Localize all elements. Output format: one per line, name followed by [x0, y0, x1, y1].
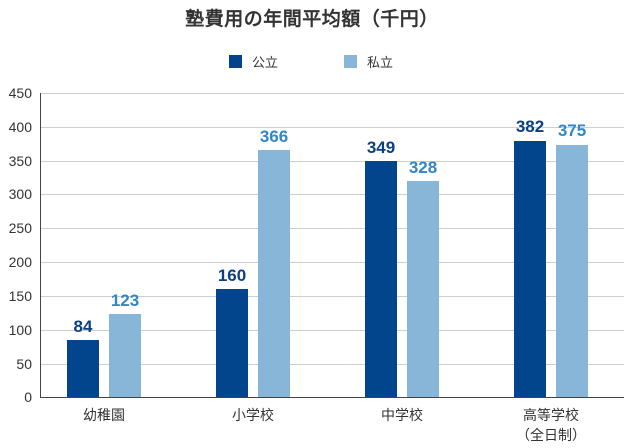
gridline — [41, 330, 624, 331]
x-label-text: 中学校 — [381, 408, 423, 424]
legend-swatch-private — [344, 55, 357, 68]
x-label-elementary: 小学校 — [183, 406, 323, 426]
gridline — [41, 161, 624, 162]
y-tick-label: 400 — [8, 119, 32, 135]
y-tick-label: 100 — [8, 322, 32, 338]
x-label-junior-high: 中学校 — [332, 406, 472, 426]
x-axis — [40, 397, 624, 398]
y-tick-label: 450 — [8, 85, 32, 101]
legend: 公立 私立 — [0, 52, 624, 71]
bar-private-kindergarten — [109, 314, 141, 397]
x-label-text: 幼稚園 — [83, 408, 125, 424]
chart-title: 塾費用の年間平均額（千円） — [185, 8, 439, 30]
value-label-private-kindergarten: 123 — [110, 291, 140, 310]
gridline — [41, 364, 624, 365]
gridline — [41, 93, 624, 94]
x-label-high-school: 高等学校 （全日制） — [481, 406, 621, 446]
bar-public-junior-high — [365, 161, 397, 397]
legend-label-public: 公立 — [252, 56, 279, 71]
bar-private-high-school — [556, 145, 588, 397]
x-label-subtext: （全日制） — [516, 428, 586, 444]
gridline — [41, 194, 624, 195]
bar-private-junior-high — [407, 181, 439, 397]
y-tick-label: 350 — [8, 153, 32, 169]
y-tick-label: 150 — [8, 288, 32, 304]
value-label-private-high-school: 375 — [557, 121, 587, 140]
legend-label-private: 私立 — [367, 56, 394, 71]
x-label-text: 小学校 — [232, 408, 274, 424]
x-label-text: 高等学校 — [523, 408, 579, 424]
value-label-public-high-school: 382 — [515, 117, 545, 136]
bar-public-high-school — [514, 141, 546, 397]
bar-public-elementary — [216, 289, 248, 397]
gridline — [41, 296, 624, 297]
bar-private-elementary — [258, 150, 290, 397]
y-tick-label: 250 — [8, 220, 32, 236]
value-label-private-elementary: 366 — [259, 127, 289, 146]
y-tick-label: 50 — [16, 356, 32, 372]
x-label-kindergarten: 幼稚園 — [34, 406, 174, 426]
value-label-private-junior-high: 328 — [408, 158, 438, 177]
y-tick-label: 300 — [8, 186, 32, 202]
gridline — [41, 228, 624, 229]
bar-public-kindergarten — [67, 340, 99, 397]
y-tick-label: 200 — [8, 254, 32, 270]
value-label-public-elementary: 160 — [217, 266, 247, 285]
y-axis — [40, 93, 41, 398]
legend-item-private: 私立 — [344, 52, 393, 71]
value-label-public-junior-high: 349 — [366, 138, 396, 157]
y-tick-label: 0 — [24, 389, 32, 405]
gridline — [41, 127, 624, 128]
value-label-public-kindergarten: 84 — [73, 317, 93, 336]
gridline — [41, 262, 624, 263]
legend-swatch-public — [229, 55, 242, 68]
legend-item-public: 公立 — [229, 52, 278, 71]
